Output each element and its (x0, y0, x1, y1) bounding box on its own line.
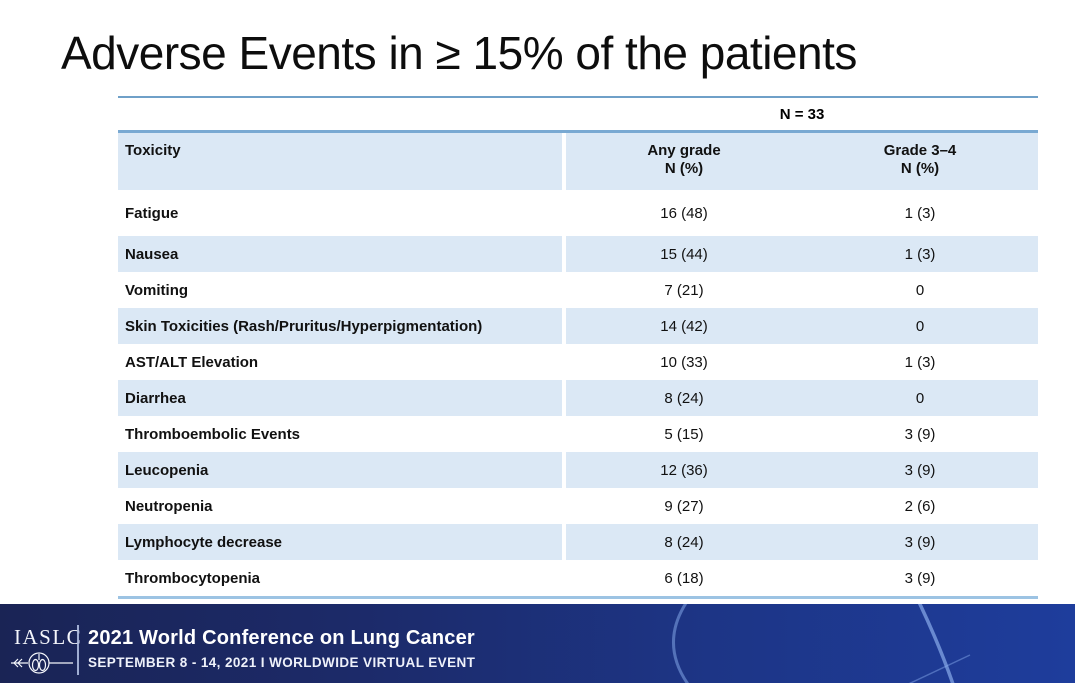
grade-3-4-cell: 1 (3) (904, 245, 936, 263)
any-grade-cell: 5 (15) (664, 425, 704, 443)
toxicity-cell: Diarrhea (118, 380, 562, 416)
column-header-any-grade: Any grade N (%) (647, 142, 721, 177)
grade-3-4-cell: 0 (915, 317, 925, 335)
grade-3-4-cell: 0 (915, 281, 925, 299)
sample-size-row: N = 33 (118, 98, 1038, 130)
adverse-events-table: N = 33 Toxicity Any grade N (%) Grade 3–… (118, 96, 1038, 599)
any-grade-cell: 8 (24) (664, 389, 704, 407)
iaslc-lungs-emblem-icon (11, 652, 73, 674)
table-row: Lymphocyte decrease 8 (24) 3 (9) (118, 524, 1038, 560)
table-row: Vomiting 7 (21) 0 (118, 272, 1038, 308)
grade-3-4-cell: 2 (6) (904, 497, 936, 515)
table-row: Thromboembolic Events 5 (15) 3 (9) (118, 416, 1038, 452)
any-grade-cell: 15 (44) (660, 245, 708, 263)
toxicity-cell: Lymphocyte decrease (118, 524, 562, 560)
any-grade-cell: 6 (18) (664, 569, 704, 587)
table-row: Diarrhea 8 (24) 0 (118, 380, 1038, 416)
toxicity-cell: Thrombocytopenia (125, 569, 261, 587)
conference-title: 2021 World Conference on Lung Cancer (88, 627, 475, 649)
table-row: Neutropenia 9 (27) 2 (6) (118, 488, 1038, 524)
grade-3-4-cell: 3 (9) (904, 569, 936, 587)
toxicity-cell: Leucopenia (118, 452, 562, 488)
any-grade-cell: 10 (33) (660, 353, 708, 371)
any-grade-cell: 16 (48) (660, 204, 708, 222)
table-header-row: Toxicity Any grade N (%) Grade 3–4 N (%) (118, 133, 1038, 190)
iaslc-logo: IASLC (14, 625, 83, 649)
grade-3-4-cell: 3 (9) (904, 425, 936, 443)
toxicity-cell: Vomiting (125, 281, 189, 299)
footer-divider (77, 625, 79, 675)
table-row: Fatigue 16 (48) 1 (3) (118, 190, 1038, 236)
table-row: AST/ALT Elevation 10 (33) 1 (3) (118, 344, 1038, 380)
any-grade-cell: 9 (27) (664, 497, 704, 515)
column-header-toxicity: Toxicity (118, 133, 562, 190)
any-grade-cell: 14 (42) (660, 317, 708, 335)
grade-3-4-cell: 3 (9) (904, 533, 936, 551)
table-row: Thrombocytopenia 6 (18) 3 (9) (118, 560, 1038, 596)
any-grade-cell: 12 (36) (660, 461, 708, 479)
table-top-border (118, 96, 1038, 98)
sample-size-label: N = 33 (779, 105, 825, 123)
conference-subtitle: SEPTEMBER 8 - 14, 2021 I WORLDWIDE VIRTU… (88, 655, 476, 670)
toxicity-cell: Skin Toxicities (Rash/Pruritus/Hyperpigm… (118, 308, 562, 344)
page-title: Adverse Events in ≥ 15% of the patients (61, 27, 857, 79)
any-grade-cell: 8 (24) (664, 533, 704, 551)
toxicity-cell: Fatigue (125, 204, 179, 222)
table-row: Leucopenia 12 (36) 3 (9) (118, 452, 1038, 488)
table-row: Skin Toxicities (Rash/Pruritus/Hyperpigm… (118, 308, 1038, 344)
toxicity-cell: AST/ALT Elevation (125, 353, 259, 371)
toxicity-cell: Nausea (118, 236, 562, 272)
grade-3-4-cell: 0 (915, 389, 925, 407)
table-bottom-border (118, 596, 1038, 599)
grade-3-4-cell: 1 (3) (904, 204, 936, 222)
toxicity-cell: Thromboembolic Events (125, 425, 301, 443)
conference-footer-banner: IASLC 2021 World Conference on Lung Canc… (0, 604, 1075, 683)
grade-3-4-cell: 3 (9) (904, 461, 936, 479)
any-grade-cell: 7 (21) (664, 281, 704, 299)
table-row: Nausea 15 (44) 1 (3) (118, 236, 1038, 272)
toxicity-cell: Neutropenia (125, 497, 213, 515)
grade-3-4-cell: 1 (3) (904, 353, 936, 371)
column-header-grade-3-4: Grade 3–4 N (%) (883, 142, 957, 177)
header-top-border (118, 130, 1038, 133)
table-rows: Fatigue 16 (48) 1 (3) Nausea 15 (44) 1 (… (118, 190, 1038, 596)
